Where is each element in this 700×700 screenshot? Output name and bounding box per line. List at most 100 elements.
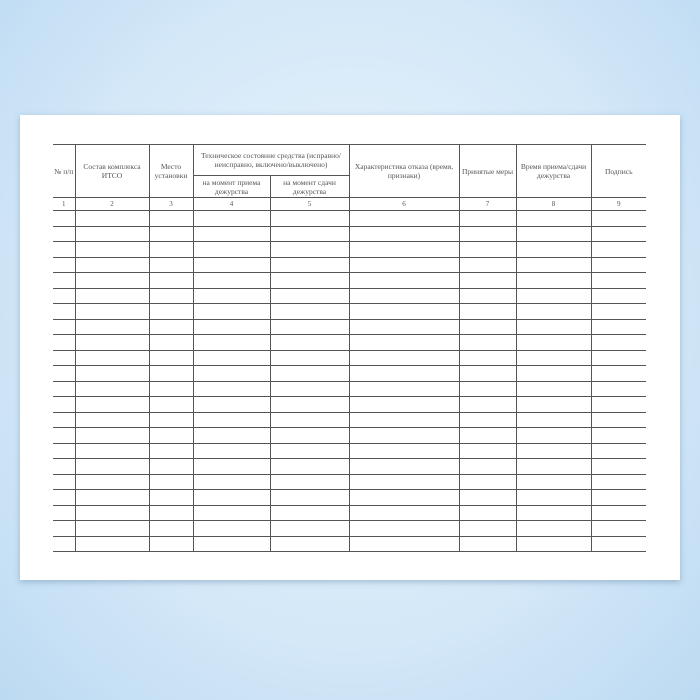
table-cell[interactable]	[590, 241, 647, 258]
table-cell[interactable]	[458, 458, 517, 475]
table-cell[interactable]	[148, 473, 194, 490]
table-cell[interactable]	[458, 442, 517, 459]
table-cell[interactable]	[53, 442, 76, 459]
table-cell[interactable]	[148, 334, 194, 351]
table-cell[interactable]	[74, 241, 150, 258]
table-cell[interactable]	[74, 473, 150, 490]
table-cell[interactable]	[74, 396, 150, 413]
table-cell[interactable]	[269, 504, 350, 521]
table-cell[interactable]	[192, 489, 271, 506]
table-cell[interactable]	[53, 396, 76, 413]
table-cell[interactable]	[515, 210, 592, 227]
table-cell[interactable]	[192, 210, 271, 227]
table-cell[interactable]	[148, 504, 194, 521]
table-cell[interactable]	[269, 473, 350, 490]
table-cell[interactable]	[53, 473, 76, 490]
table-cell[interactable]	[458, 396, 517, 413]
table-cell[interactable]	[74, 411, 150, 428]
table-cell[interactable]	[192, 303, 271, 320]
table-cell[interactable]	[458, 535, 517, 552]
table-cell[interactable]	[53, 365, 76, 382]
table-cell[interactable]	[458, 489, 517, 506]
table-cell[interactable]	[192, 535, 271, 552]
table-cell[interactable]	[515, 504, 592, 521]
table-cell[interactable]	[515, 318, 592, 335]
table-cell[interactable]	[192, 411, 271, 428]
table-cell[interactable]	[53, 520, 76, 537]
table-cell[interactable]	[74, 303, 150, 320]
table-cell[interactable]	[192, 349, 271, 366]
table-cell[interactable]	[590, 458, 647, 475]
table-cell[interactable]	[458, 411, 517, 428]
table-cell[interactable]	[515, 442, 592, 459]
table-cell[interactable]	[148, 349, 194, 366]
table-cell[interactable]	[458, 210, 517, 227]
table-cell[interactable]	[348, 318, 460, 335]
table-cell[interactable]	[269, 303, 350, 320]
table-cell[interactable]	[515, 458, 592, 475]
table-cell[interactable]	[515, 489, 592, 506]
table-cell[interactable]	[148, 411, 194, 428]
table-cell[interactable]	[148, 520, 194, 537]
table-cell[interactable]	[74, 427, 150, 444]
table-cell[interactable]	[148, 225, 194, 242]
table-cell[interactable]	[192, 334, 271, 351]
table-cell[interactable]	[269, 365, 350, 382]
table-cell[interactable]	[192, 396, 271, 413]
table-cell[interactable]	[53, 427, 76, 444]
table-cell[interactable]	[53, 458, 76, 475]
table-cell[interactable]	[590, 210, 647, 227]
table-cell[interactable]	[269, 241, 350, 258]
table-cell[interactable]	[192, 380, 271, 397]
table-cell[interactable]	[269, 458, 350, 475]
table-cell[interactable]	[348, 365, 460, 382]
table-cell[interactable]	[74, 380, 150, 397]
table-cell[interactable]	[590, 473, 647, 490]
table-cell[interactable]	[458, 225, 517, 242]
table-cell[interactable]	[192, 318, 271, 335]
table-cell[interactable]	[74, 256, 150, 273]
table-cell[interactable]	[53, 334, 76, 351]
table-cell[interactable]	[458, 334, 517, 351]
table-cell[interactable]	[74, 520, 150, 537]
table-cell[interactable]	[348, 411, 460, 428]
table-cell[interactable]	[269, 256, 350, 273]
table-cell[interactable]	[515, 411, 592, 428]
table-cell[interactable]	[515, 427, 592, 444]
table-cell[interactable]	[148, 365, 194, 382]
table-cell[interactable]	[53, 210, 76, 227]
table-cell[interactable]	[53, 225, 76, 242]
table-cell[interactable]	[458, 287, 517, 304]
table-cell[interactable]	[269, 411, 350, 428]
table-cell[interactable]	[590, 442, 647, 459]
table-cell[interactable]	[74, 489, 150, 506]
table-cell[interactable]	[53, 272, 76, 289]
table-cell[interactable]	[348, 256, 460, 273]
table-cell[interactable]	[53, 380, 76, 397]
table-cell[interactable]	[192, 365, 271, 382]
table-cell[interactable]	[348, 489, 460, 506]
table-cell[interactable]	[515, 272, 592, 289]
table-cell[interactable]	[269, 396, 350, 413]
table-cell[interactable]	[269, 272, 350, 289]
table-cell[interactable]	[515, 365, 592, 382]
table-cell[interactable]	[590, 504, 647, 521]
table-cell[interactable]	[348, 427, 460, 444]
table-cell[interactable]	[590, 411, 647, 428]
table-cell[interactable]	[53, 303, 76, 320]
table-cell[interactable]	[458, 241, 517, 258]
table-cell[interactable]	[348, 473, 460, 490]
table-cell[interactable]	[590, 225, 647, 242]
table-cell[interactable]	[515, 520, 592, 537]
table-cell[interactable]	[74, 504, 150, 521]
table-cell[interactable]	[148, 256, 194, 273]
table-cell[interactable]	[590, 256, 647, 273]
table-cell[interactable]	[192, 520, 271, 537]
table-cell[interactable]	[348, 396, 460, 413]
table-cell[interactable]	[74, 334, 150, 351]
table-cell[interactable]	[515, 349, 592, 366]
table-cell[interactable]	[590, 380, 647, 397]
table-cell[interactable]	[148, 535, 194, 552]
table-cell[interactable]	[74, 349, 150, 366]
table-cell[interactable]	[458, 256, 517, 273]
